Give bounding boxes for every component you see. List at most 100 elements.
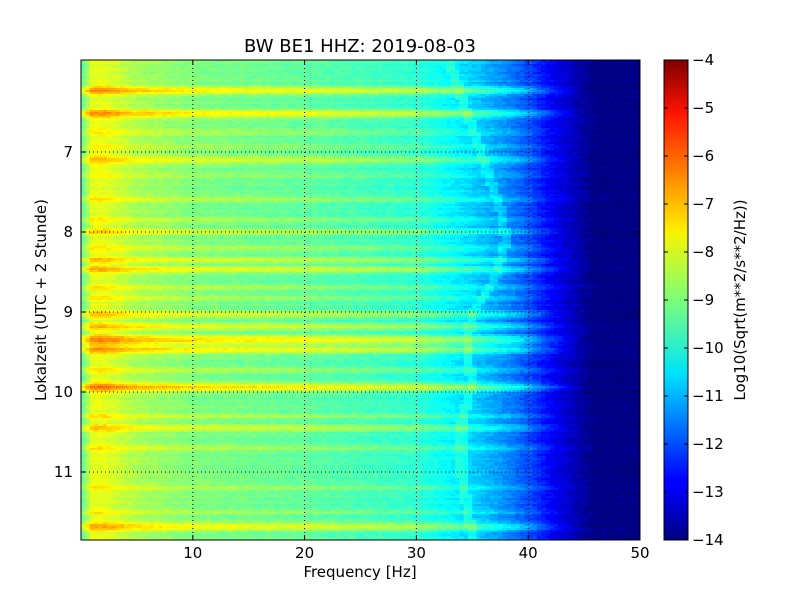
heatmap-cell: [588, 80, 594, 83]
heatmap-cell: [515, 84, 521, 87]
heatmap-cell: [313, 72, 319, 75]
heatmap-cell: [304, 70, 310, 73]
heatmap-cell: [300, 96, 306, 99]
heatmap-cell: [455, 86, 460, 89]
heatmap-cell: [472, 86, 478, 89]
heatmap-cell: [437, 84, 443, 87]
heatmap-cell: [261, 82, 267, 85]
heatmap-cell: [192, 92, 198, 95]
heatmap-cell: [627, 84, 632, 87]
heatmap-cell: [403, 86, 409, 89]
heatmap-cell: [81, 76, 86, 79]
heatmap-cell: [81, 68, 86, 71]
heatmap-cell: [356, 86, 362, 89]
heatmap-cell: [588, 62, 594, 65]
heatmap-cell: [201, 92, 207, 95]
heatmap-cell: [425, 92, 430, 95]
heatmap-cell: [149, 60, 155, 63]
heatmap-cell: [446, 86, 452, 89]
heatmap-cell: [407, 92, 413, 95]
heatmap-cell: [566, 70, 572, 73]
heatmap-cell: [248, 90, 254, 93]
heatmap-cell: [597, 86, 602, 89]
heatmap-cell: [506, 74, 512, 77]
heatmap-cell: [197, 84, 202, 87]
heatmap-cell: [179, 76, 185, 79]
heatmap-cell: [437, 72, 443, 75]
heatmap-cell: [412, 78, 417, 81]
heatmap-cell: [635, 82, 640, 85]
heatmap-cell: [334, 76, 340, 79]
heatmap-cell: [179, 64, 185, 67]
heatmap-cell: [175, 74, 181, 77]
heatmap-cell: [313, 94, 319, 97]
heatmap-cell: [528, 70, 534, 73]
heatmap-cell: [588, 88, 594, 91]
heatmap-cell: [188, 86, 194, 89]
heatmap-cell: [549, 90, 555, 93]
heatmap-cell: [106, 68, 112, 71]
heatmap-cell: [124, 94, 129, 97]
heatmap-cell: [554, 74, 559, 77]
heatmap-cell: [257, 70, 263, 73]
heatmap-cell: [442, 66, 448, 69]
heatmap-cell: [274, 84, 280, 87]
heatmap-cell: [394, 74, 400, 77]
heatmap-cell: [313, 76, 319, 79]
heatmap-cell: [201, 94, 207, 97]
heatmap-cell: [253, 80, 258, 83]
heatmap-cell: [605, 88, 611, 91]
heatmap-cell: [214, 64, 220, 67]
heatmap-cell: [369, 68, 374, 71]
heatmap-cell: [326, 78, 331, 81]
heatmap-cell: [304, 80, 310, 83]
heatmap-cell: [433, 62, 439, 65]
heatmap-cell: [450, 80, 456, 83]
heatmap-cell: [369, 78, 374, 81]
heatmap-cell: [541, 76, 546, 79]
heatmap-cell: [399, 78, 405, 81]
heatmap-cell: [261, 62, 267, 65]
heatmap-cell: [175, 96, 181, 99]
heatmap-cell: [605, 86, 611, 89]
heatmap-cell: [558, 72, 564, 75]
heatmap-cell: [167, 68, 172, 71]
heatmap-cell: [360, 68, 366, 71]
heatmap-cell: [571, 78, 577, 81]
heatmap-cell: [532, 88, 538, 91]
heatmap-cell: [222, 60, 228, 63]
heatmap-cell: [416, 76, 422, 79]
heatmap-cell: [493, 78, 499, 81]
heatmap-cell: [403, 70, 409, 73]
heatmap-cell: [523, 80, 529, 83]
heatmap-cell: [382, 74, 387, 77]
heatmap-cell: [463, 78, 469, 81]
heatmap-cell: [158, 64, 164, 67]
heatmap-cell: [369, 88, 374, 91]
heatmap-cell: [265, 88, 271, 91]
heatmap-cell: [614, 68, 620, 71]
heatmap-cell: [210, 84, 215, 87]
heatmap-cell: [631, 90, 637, 93]
heatmap-cell: [89, 82, 95, 85]
heatmap-cell: [347, 86, 353, 89]
heatmap-cell: [446, 96, 452, 99]
heatmap-cell: [244, 90, 250, 93]
heatmap-cell: [89, 84, 95, 87]
heatmap-cell: [618, 62, 624, 65]
heatmap-cell: [528, 92, 534, 95]
heatmap-cell: [476, 74, 482, 77]
heatmap-cell: [446, 76, 452, 79]
heatmap-cell: [81, 66, 86, 69]
heatmap-cell: [549, 88, 555, 91]
heatmap-cell: [145, 92, 151, 95]
heatmap-cell: [416, 62, 422, 65]
heatmap-cell: [339, 86, 344, 89]
heatmap-cell: [248, 62, 254, 65]
heatmap-cell: [102, 88, 108, 91]
heatmap-cell: [347, 84, 353, 87]
heatmap-cell: [197, 76, 202, 79]
heatmap-cell: [287, 62, 293, 65]
heatmap-cell: [377, 80, 383, 83]
heatmap-cell: [106, 86, 112, 89]
